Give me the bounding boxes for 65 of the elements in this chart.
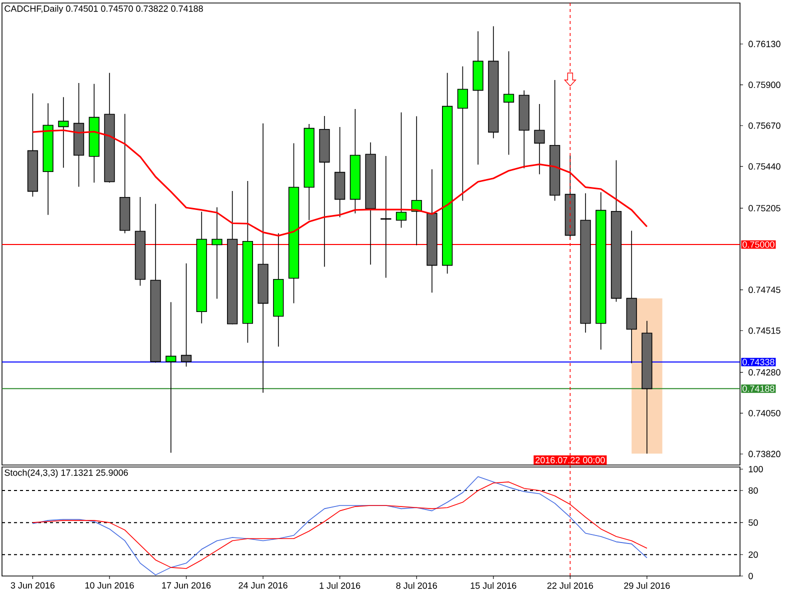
chart-title: Stoch(24,3,3) 17.1321 25.9006 (4, 469, 128, 478)
candlestick (534, 104, 545, 175)
candlestick (88, 84, 100, 184)
y-tick-label: 0.75670 (748, 122, 780, 129)
candlestick (242, 180, 254, 344)
candlestick (42, 102, 54, 216)
y-tick-label: 0.74280 (748, 369, 780, 376)
y-tick-label: 0.76130 (748, 40, 780, 48)
candlestick (626, 230, 637, 364)
candlestick (120, 114, 130, 234)
candlestick (150, 204, 161, 363)
chart-title: CADCHF,Daily 0.74501 0.74570 0.73822 0.74188 (4, 5, 203, 14)
candlestick (580, 192, 591, 333)
candlestick (442, 72, 453, 274)
y-tick-label: 100 (748, 466, 763, 472)
candlestick (365, 142, 376, 266)
y-tick-label: 80 (748, 487, 758, 494)
x-tick-label: 1 Jul 2016 (320, 582, 360, 589)
candlestick (27, 92, 38, 198)
candlestick (642, 320, 652, 454)
candlestick (227, 190, 238, 325)
candlestick (426, 168, 438, 294)
x-tick-label: 15 Jul 2016 (470, 582, 516, 589)
candlestick (319, 116, 330, 268)
candlestick (411, 116, 422, 246)
candlestick (596, 192, 606, 350)
ref-line-label: 2016.07.22 00:00 (536, 456, 605, 464)
candlestick (304, 124, 314, 220)
x-tick-label: 29 Jul 2016 (624, 582, 670, 589)
x-tick-label: 3 Jun 2016 (10, 582, 55, 589)
y-tick-label: 0.73820 (748, 450, 780, 458)
y-tick-label: 0.74745 (748, 286, 780, 294)
y-tick-label: 0.75900 (748, 82, 780, 88)
candlestick (166, 302, 176, 454)
candlestick (380, 156, 392, 278)
x-tick-label: 17 Jun 2016 (162, 582, 211, 589)
candlestick (610, 160, 622, 302)
x-tick-label: 24 Jun 2016 (238, 582, 288, 589)
candlestick (518, 90, 530, 169)
y-tick-label: 0.75440 (748, 163, 780, 170)
candlestick (58, 96, 69, 168)
candlestick (472, 30, 484, 166)
candlestick (350, 108, 360, 214)
y-tick-label: 20 (748, 551, 758, 558)
candlestick (488, 26, 499, 139)
y-tick-label: 0.74050 (748, 410, 780, 416)
candlestick (104, 72, 115, 184)
y-tick-label: 0.74515 (748, 327, 780, 334)
candlestick (196, 211, 207, 324)
candlestick (288, 142, 300, 304)
candlestick (134, 196, 146, 286)
ref-line-label: 0.74338 (742, 358, 774, 366)
x-tick-label: 10 Jun 2016 (85, 582, 134, 589)
candlestick (212, 206, 222, 300)
ref-line-label: 0.74188 (742, 385, 774, 392)
candlestick (258, 122, 268, 394)
y-tick-label: 0.75205 (748, 204, 780, 212)
y-tick-label: 50 (748, 519, 758, 526)
x-tick-label: 22 Jul 2016 (547, 582, 594, 589)
y-tick-label: 0 (748, 572, 753, 580)
ref-line-label: 0.75000 (742, 241, 774, 248)
candlestick (550, 80, 560, 202)
candlestick (334, 126, 346, 218)
candlestick (273, 232, 284, 348)
x-tick-label: 8 Jul 2016 (396, 582, 437, 589)
